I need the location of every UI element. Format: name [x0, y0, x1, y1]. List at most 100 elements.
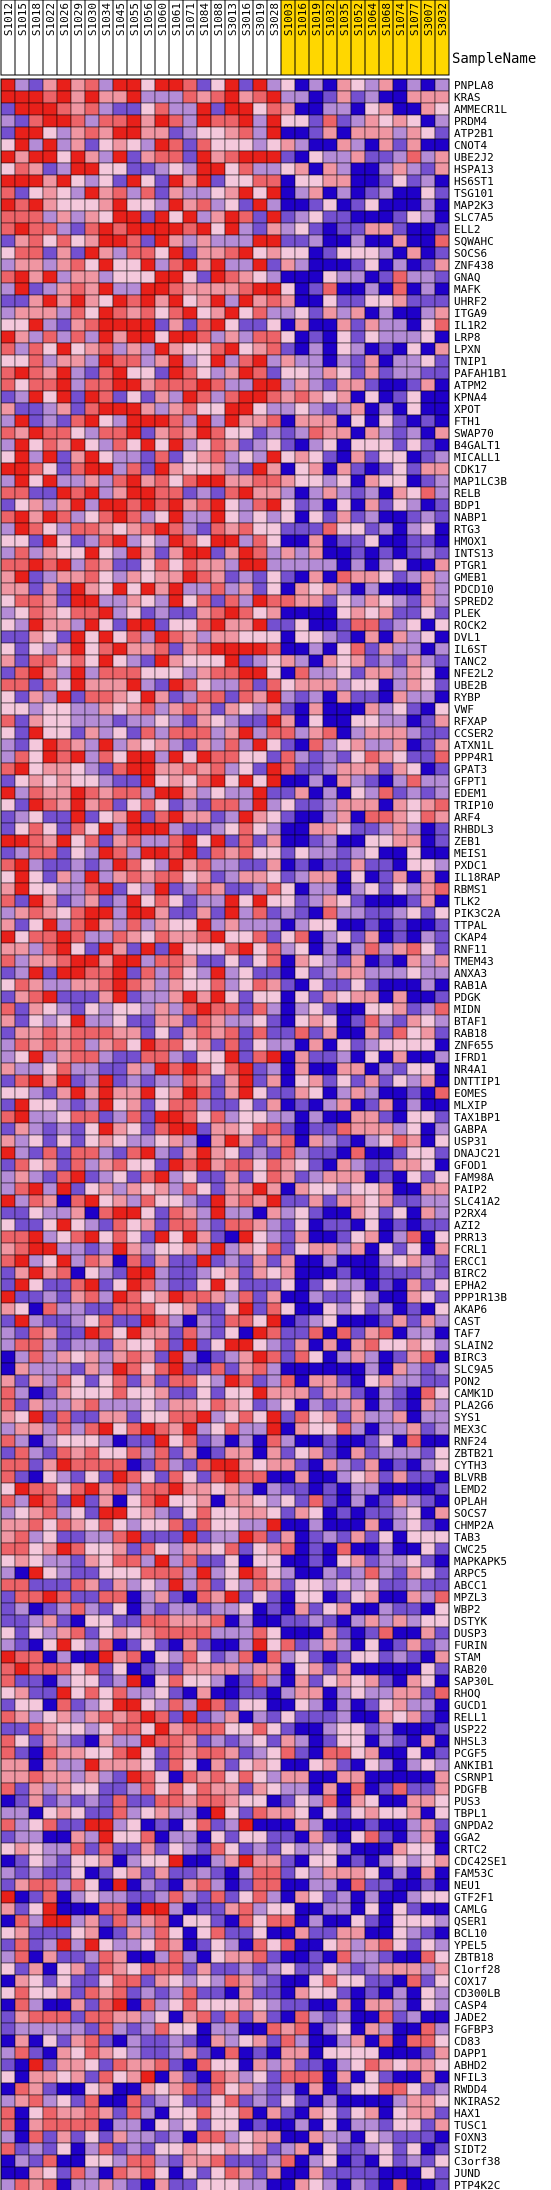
heatmap-cell	[126, 486, 142, 500]
heatmap-cell	[364, 102, 380, 116]
heatmap-cell	[42, 582, 58, 596]
heatmap-cell	[140, 630, 156, 644]
heatmap-cell	[392, 318, 408, 332]
heatmap-cell	[210, 1050, 226, 1064]
heatmap-cell	[308, 642, 324, 656]
heatmap-cell	[364, 1842, 380, 1856]
heatmap-cell	[84, 1638, 100, 1652]
heatmap-cell	[238, 1602, 254, 1616]
heatmap-cell	[182, 1110, 198, 1124]
heatmap-cell	[0, 1542, 16, 1556]
heatmap-cell	[406, 798, 422, 812]
heatmap-cell	[378, 702, 394, 716]
heatmap-cell	[420, 438, 436, 452]
heatmap-cell	[126, 378, 142, 392]
heatmap-cell	[56, 1626, 72, 1640]
heatmap-cell	[196, 642, 212, 656]
heatmap-cell	[336, 1398, 352, 1412]
heatmap-cell	[308, 414, 324, 428]
heatmap-cell	[238, 126, 254, 140]
heatmap-cell	[224, 1110, 240, 1124]
heatmap-cell	[252, 1206, 268, 1220]
heatmap-cell	[238, 342, 254, 356]
heatmap-cell	[42, 1614, 58, 1628]
heatmap-cell	[140, 474, 156, 488]
heatmap-cell	[378, 1038, 394, 1052]
heatmap-cell	[0, 174, 16, 188]
heatmap-cell	[392, 1530, 408, 1544]
heatmap-cell	[364, 1578, 380, 1592]
heatmap-cell	[406, 1038, 422, 1052]
heatmap-cell	[126, 558, 142, 572]
heatmap-cell	[420, 1818, 436, 1832]
heatmap-cell	[224, 1098, 240, 1112]
heatmap-cell	[280, 690, 296, 704]
heatmap-cell	[308, 678, 324, 692]
heatmap-cell	[168, 702, 184, 716]
heatmap-cell	[14, 186, 30, 200]
heatmap-cell	[154, 690, 170, 704]
heatmap-cell	[378, 1770, 394, 1784]
heatmap-cell	[420, 1326, 436, 1340]
heatmap-cell	[336, 1446, 352, 1460]
heatmap-cell	[154, 390, 170, 404]
heatmap-cell	[154, 546, 170, 560]
heatmap-cell	[168, 882, 184, 896]
column-label: S3019	[254, 3, 267, 36]
heatmap-cell	[406, 1794, 422, 1808]
heatmap-cell	[238, 714, 254, 728]
heatmap-cell	[406, 534, 422, 548]
heatmap-cell	[112, 1422, 128, 1436]
heatmap-cell	[98, 1446, 114, 1460]
heatmap-cell	[210, 354, 226, 368]
heatmap-cell	[182, 930, 198, 944]
heatmap-cell	[196, 270, 212, 284]
heatmap-cell	[308, 1206, 324, 1220]
heatmap-cell	[224, 102, 240, 116]
heatmap-cell	[154, 1758, 170, 1772]
heatmap-cell	[14, 438, 30, 452]
heatmap-cell	[112, 510, 128, 524]
heatmap-cell	[238, 1818, 254, 1832]
heatmap-cell	[196, 1914, 212, 1928]
heatmap-cell	[112, 1434, 128, 1448]
heatmap-cell	[224, 1794, 240, 1808]
heatmap-cell	[350, 762, 366, 776]
heatmap-cell	[210, 1746, 226, 1760]
heatmap-cell	[406, 570, 422, 584]
heatmap-cell	[336, 1722, 352, 1736]
heatmap-cell	[406, 1230, 422, 1244]
heatmap-cell	[392, 1650, 408, 1664]
heatmap-cell	[14, 1074, 30, 1088]
heatmap-cell	[252, 366, 268, 380]
heatmap-cell	[224, 1722, 240, 1736]
column-label: S1003	[282, 3, 295, 36]
heatmap-cell	[98, 1554, 114, 1568]
heatmap-cell	[196, 1746, 212, 1760]
heatmap-cell	[238, 774, 254, 788]
heatmap-cell	[364, 1026, 380, 1040]
heatmap-cell	[266, 294, 282, 308]
heatmap-cell	[434, 1206, 450, 1220]
heatmap-cell	[140, 882, 156, 896]
heatmap-cell	[238, 1482, 254, 1496]
heatmap-cell	[294, 702, 310, 716]
heatmap-cell	[406, 1830, 422, 1844]
heatmap-cell	[378, 1362, 394, 1376]
heatmap-cell	[42, 786, 58, 800]
heatmap-cell	[154, 1866, 170, 1880]
heatmap-cell	[210, 1710, 226, 1724]
heatmap-cell	[308, 1386, 324, 1400]
heatmap-cell	[420, 78, 436, 92]
heatmap-cell	[224, 1146, 240, 1160]
heatmap-cell	[154, 594, 170, 608]
heatmap-cell	[434, 546, 450, 560]
heatmap-cell	[252, 1446, 268, 1460]
heatmap-cell	[322, 1086, 338, 1100]
heatmap-cell	[224, 174, 240, 188]
heatmap-cell	[336, 462, 352, 476]
heatmap-cell	[308, 618, 324, 632]
heatmap-cell	[154, 342, 170, 356]
heatmap-cell	[98, 102, 114, 116]
heatmap-cell	[154, 510, 170, 524]
